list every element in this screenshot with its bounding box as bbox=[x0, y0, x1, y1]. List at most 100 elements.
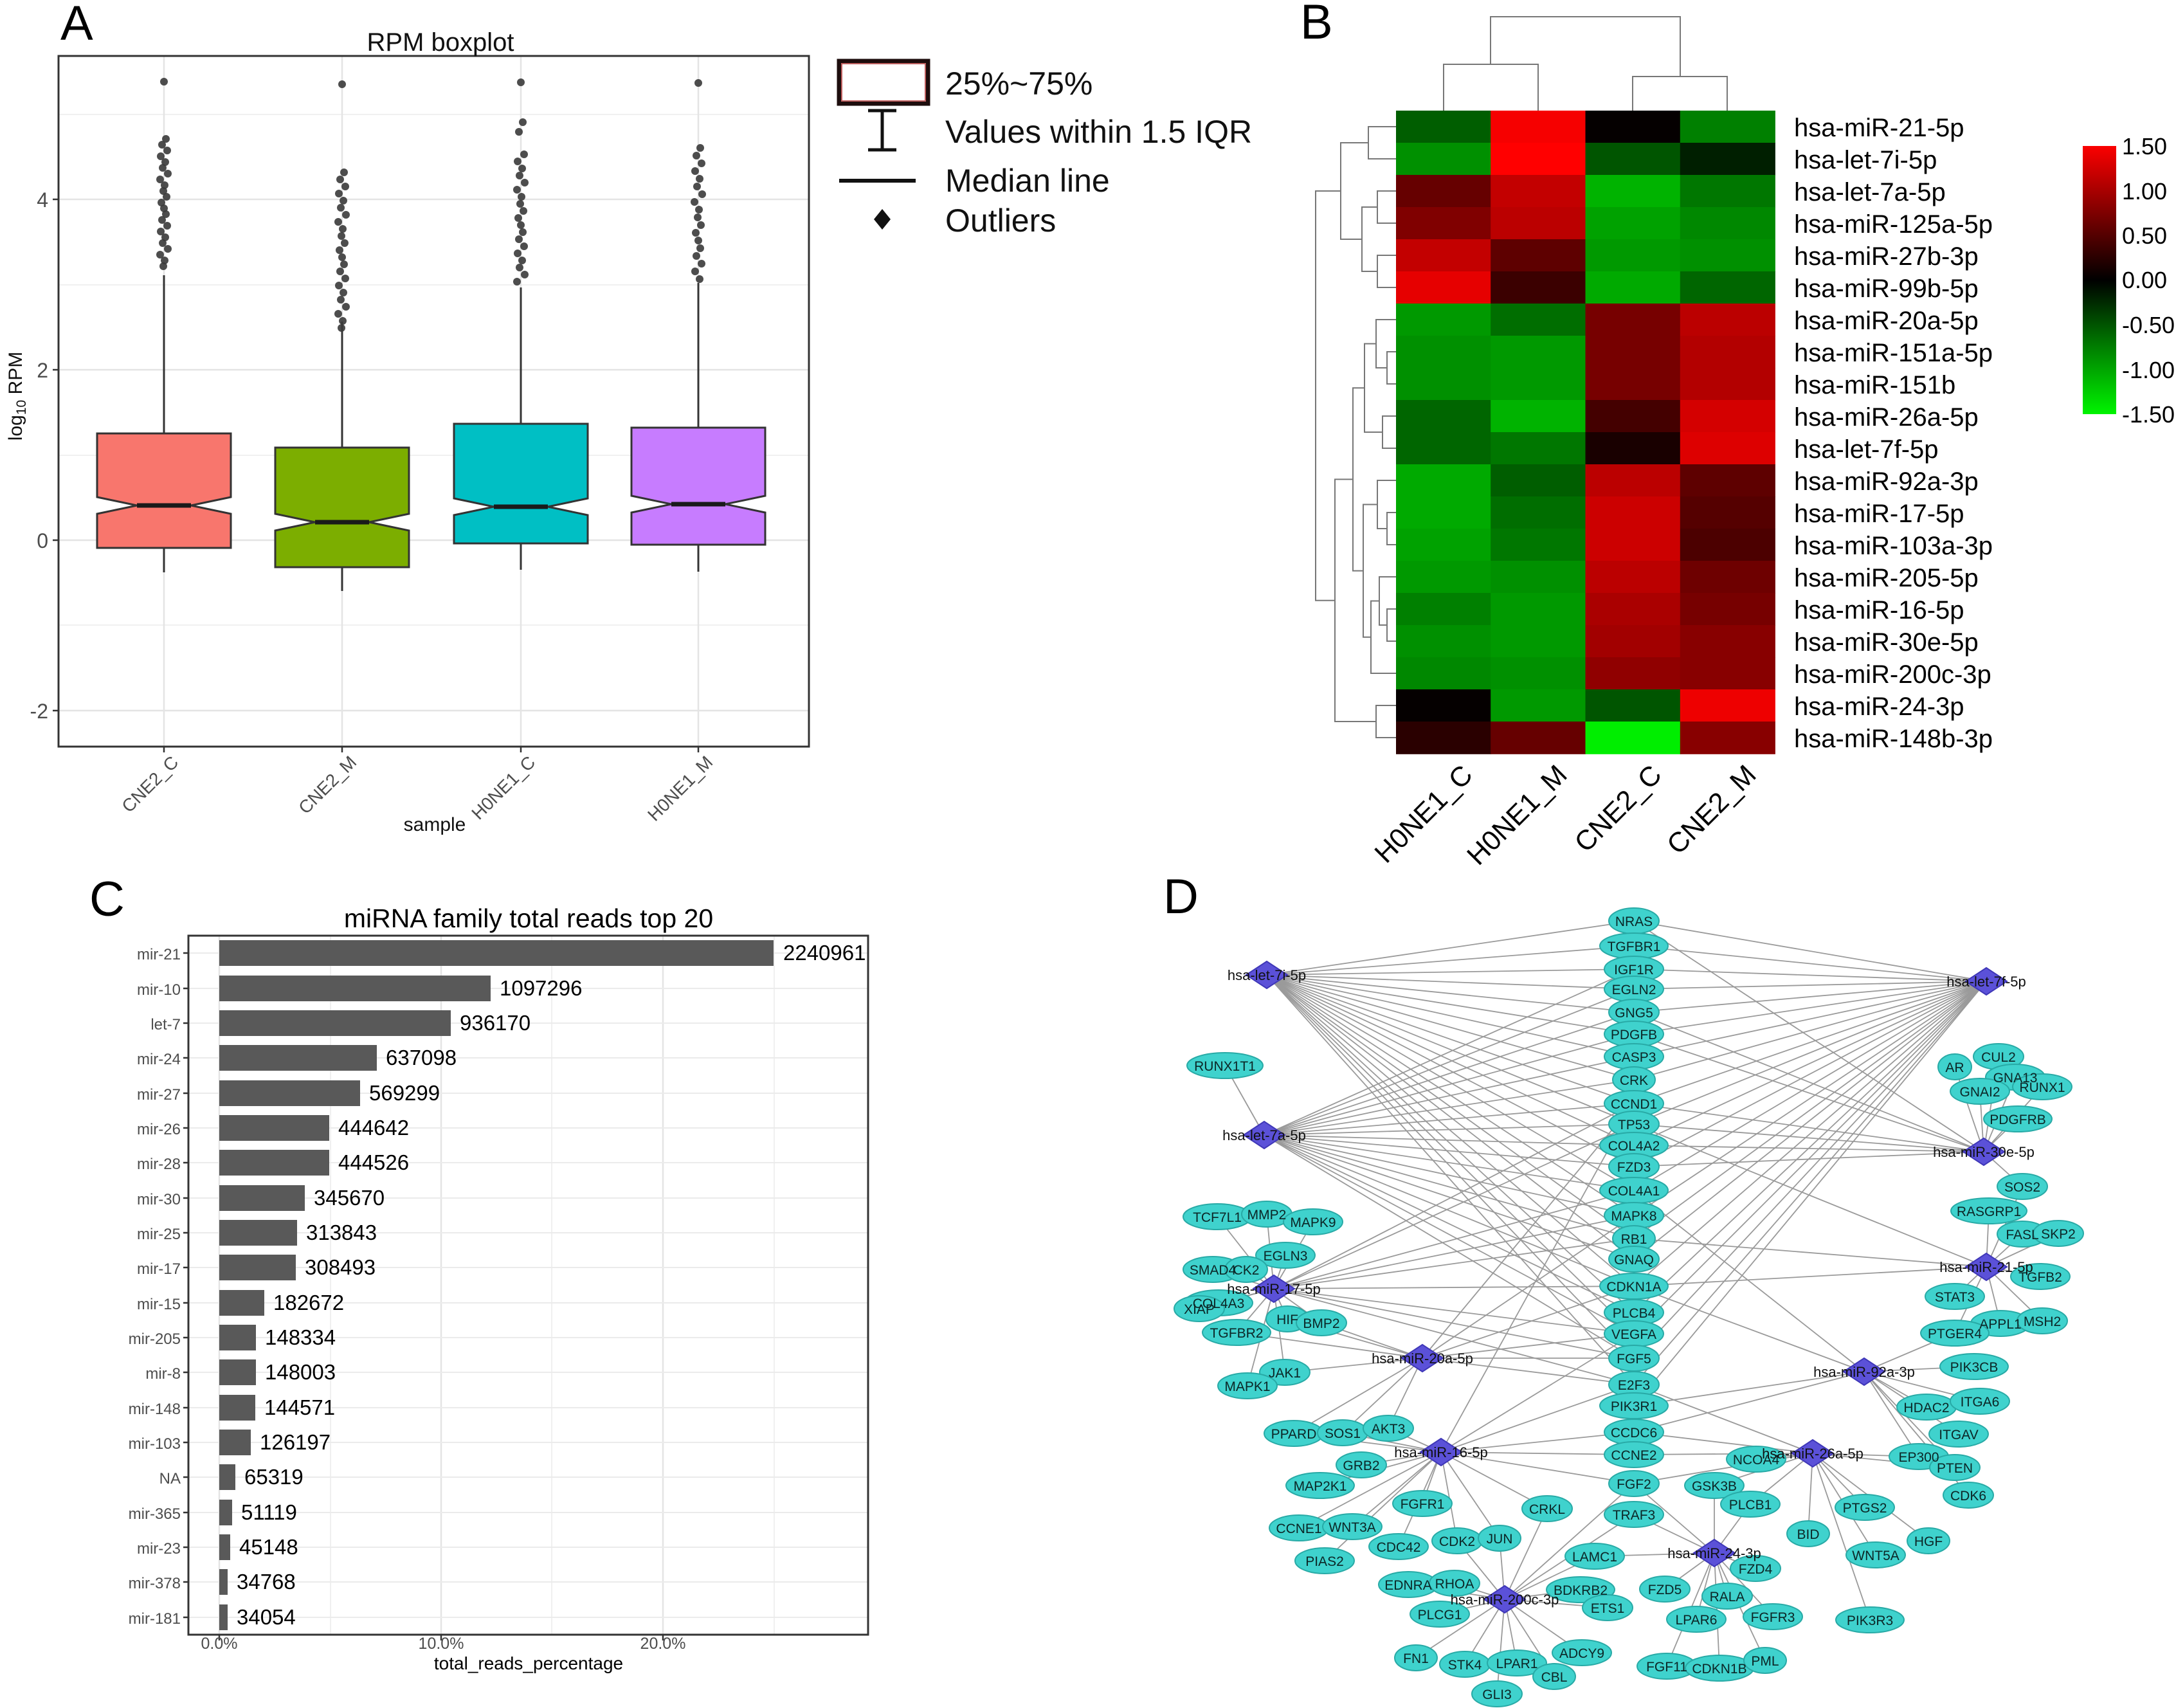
svg-text:XIAP: XIAP bbox=[1184, 1302, 1215, 1317]
svg-text:hsa-let-7f-5p: hsa-let-7f-5p bbox=[1946, 974, 2026, 990]
svg-text:PPARD: PPARD bbox=[1271, 1427, 1317, 1442]
svg-text:hsa-miR-125a-5p: hsa-miR-125a-5p bbox=[1794, 210, 1993, 239]
svg-text:EGLN3: EGLN3 bbox=[1264, 1249, 1308, 1264]
svg-text:-0.50: -0.50 bbox=[2122, 312, 2175, 338]
svg-text:hsa-miR-200c-3p: hsa-miR-200c-3p bbox=[1451, 1592, 1559, 1608]
svg-text:BMP2: BMP2 bbox=[1303, 1316, 1339, 1331]
svg-text:-2: -2 bbox=[30, 700, 48, 723]
svg-text:FGF5: FGF5 bbox=[1617, 1352, 1651, 1367]
svg-text:1097296: 1097296 bbox=[500, 976, 582, 1000]
svg-text:ADCY9: ADCY9 bbox=[1559, 1646, 1604, 1661]
svg-text:PIK3R3: PIK3R3 bbox=[1847, 1613, 1893, 1628]
svg-text:LAMC1: LAMC1 bbox=[1572, 1550, 1617, 1565]
svg-text:2240961: 2240961 bbox=[783, 941, 866, 965]
svg-text:SOS1: SOS1 bbox=[1325, 1426, 1361, 1441]
svg-text:hsa-let-7i-5p: hsa-let-7i-5p bbox=[1228, 967, 1306, 983]
svg-text:GRB2: GRB2 bbox=[1343, 1458, 1379, 1473]
svg-text:hsa-miR-148b-3p: hsa-miR-148b-3p bbox=[1794, 725, 1993, 753]
svg-text:637098: 637098 bbox=[386, 1046, 457, 1069]
svg-text:TGFBR2: TGFBR2 bbox=[1210, 1326, 1264, 1341]
svg-text:PIK3CB: PIK3CB bbox=[1950, 1360, 1999, 1375]
svg-text:GNG5: GNG5 bbox=[1615, 1006, 1653, 1021]
svg-text:VEGFA: VEGFA bbox=[1611, 1327, 1656, 1342]
svg-text:EP300: EP300 bbox=[1898, 1450, 1939, 1465]
svg-text:mir-21: mir-21 bbox=[137, 946, 181, 963]
svg-text:C: C bbox=[89, 872, 125, 927]
svg-text:mir-15: mir-15 bbox=[137, 1296, 181, 1313]
svg-text:E2F3: E2F3 bbox=[1618, 1378, 1650, 1393]
svg-text:mir-378: mir-378 bbox=[129, 1575, 181, 1592]
svg-text:CUL2: CUL2 bbox=[1981, 1050, 2016, 1065]
svg-text:CDK2: CDK2 bbox=[1439, 1534, 1475, 1549]
svg-text:-1.50: -1.50 bbox=[2122, 401, 2175, 428]
svg-text:-1.00: -1.00 bbox=[2122, 357, 2175, 383]
svg-text:FASL: FASL bbox=[2006, 1228, 2038, 1242]
svg-text:GNA13: GNA13 bbox=[1993, 1071, 2038, 1086]
svg-text:PIK3R1: PIK3R1 bbox=[1611, 1399, 1657, 1414]
svg-text:MAPK8: MAPK8 bbox=[1611, 1209, 1656, 1224]
svg-text:CBL: CBL bbox=[1541, 1670, 1568, 1685]
svg-text:EDNRA: EDNRA bbox=[1384, 1578, 1432, 1593]
svg-text:AKT3: AKT3 bbox=[1372, 1422, 1406, 1437]
svg-text:CCDC6: CCDC6 bbox=[1611, 1426, 1657, 1440]
svg-text:hsa-miR-30e-5p: hsa-miR-30e-5p bbox=[1794, 628, 1979, 657]
svg-text:0: 0 bbox=[37, 529, 48, 552]
svg-text:34768: 34768 bbox=[237, 1570, 296, 1594]
svg-text:MAP2K1: MAP2K1 bbox=[1294, 1479, 1347, 1494]
svg-text:CDK6: CDK6 bbox=[1950, 1489, 1986, 1504]
svg-text:B: B bbox=[1300, 0, 1333, 50]
svg-text:HGF: HGF bbox=[1914, 1534, 1943, 1549]
svg-text:hsa-miR-21-5p: hsa-miR-21-5p bbox=[1794, 114, 1964, 142]
svg-text:mir-205: mir-205 bbox=[129, 1331, 181, 1348]
svg-text:STK4: STK4 bbox=[1448, 1658, 1482, 1673]
svg-text:hsa-miR-30e-5p: hsa-miR-30e-5p bbox=[1933, 1144, 2035, 1160]
svg-text:345670: 345670 bbox=[314, 1186, 385, 1210]
svg-text:PDGFRB: PDGFRB bbox=[1990, 1113, 2046, 1127]
svg-text:20.0%: 20.0% bbox=[640, 1635, 686, 1653]
svg-text:mir-30: mir-30 bbox=[137, 1191, 181, 1208]
svg-text:CDC42: CDC42 bbox=[1377, 1540, 1421, 1555]
svg-text:PIAS2: PIAS2 bbox=[1305, 1554, 1344, 1569]
svg-text:GNAI2: GNAI2 bbox=[1959, 1085, 2000, 1100]
svg-text:hsa-miR-26a-5p: hsa-miR-26a-5p bbox=[1794, 403, 1979, 432]
svg-text:TCF7L1: TCF7L1 bbox=[1193, 1210, 1242, 1225]
svg-text:TP53: TP53 bbox=[1618, 1118, 1650, 1132]
svg-text:BID: BID bbox=[1797, 1527, 1819, 1542]
svg-text:hsa-miR-27b-3p: hsa-miR-27b-3p bbox=[1794, 242, 1979, 271]
svg-text:let-7: let-7 bbox=[150, 1016, 181, 1033]
svg-text:APPL1: APPL1 bbox=[1979, 1317, 2021, 1332]
svg-text:FZD4: FZD4 bbox=[1739, 1562, 1773, 1577]
svg-text:HDAC2: HDAC2 bbox=[1903, 1401, 1949, 1415]
svg-text:FN1: FN1 bbox=[1403, 1651, 1429, 1666]
svg-text:PDGFB: PDGFB bbox=[1611, 1028, 1657, 1042]
svg-text:hsa-let-7a-5p: hsa-let-7a-5p bbox=[1222, 1127, 1306, 1143]
svg-text:10.0%: 10.0% bbox=[419, 1635, 464, 1653]
svg-text:D: D bbox=[1163, 869, 1199, 924]
svg-text:2: 2 bbox=[37, 359, 48, 382]
svg-text:1.50: 1.50 bbox=[2122, 133, 2167, 159]
svg-text:EGLN2: EGLN2 bbox=[1612, 983, 1656, 997]
svg-text:GSK3B: GSK3B bbox=[1692, 1479, 1737, 1494]
svg-text:hsa-miR-151b: hsa-miR-151b bbox=[1794, 371, 1955, 399]
svg-text:mir-103: mir-103 bbox=[129, 1435, 181, 1453]
svg-text:A: A bbox=[60, 0, 93, 51]
svg-text:Outliers: Outliers bbox=[945, 203, 1056, 239]
svg-text:mir-23: mir-23 bbox=[137, 1540, 181, 1558]
svg-text:182672: 182672 bbox=[273, 1291, 344, 1314]
svg-text:mir-26: mir-26 bbox=[137, 1121, 181, 1138]
svg-text:AR: AR bbox=[1945, 1060, 1964, 1075]
svg-text:CK2: CK2 bbox=[1233, 1263, 1260, 1278]
svg-text:mir-181: mir-181 bbox=[129, 1610, 181, 1628]
svg-text:hsa-miR-20a-5p: hsa-miR-20a-5p bbox=[1372, 1350, 1473, 1367]
svg-text:FGFR3: FGFR3 bbox=[1751, 1610, 1795, 1625]
svg-text:mir-17: mir-17 bbox=[137, 1260, 181, 1278]
svg-text:HIF: HIF bbox=[1276, 1313, 1298, 1327]
svg-text:hsa-miR-205-5p: hsa-miR-205-5p bbox=[1794, 564, 1979, 592]
svg-text:MAPK1: MAPK1 bbox=[1224, 1379, 1270, 1394]
svg-text:PLCB4: PLCB4 bbox=[1613, 1306, 1656, 1321]
svg-text:4: 4 bbox=[37, 188, 48, 212]
svg-text:hsa-let-7a-5p: hsa-let-7a-5p bbox=[1794, 178, 1946, 206]
svg-text:CCND1: CCND1 bbox=[1611, 1097, 1657, 1112]
svg-text:mir-25: mir-25 bbox=[137, 1226, 181, 1243]
svg-text:FGF2: FGF2 bbox=[1617, 1477, 1651, 1492]
